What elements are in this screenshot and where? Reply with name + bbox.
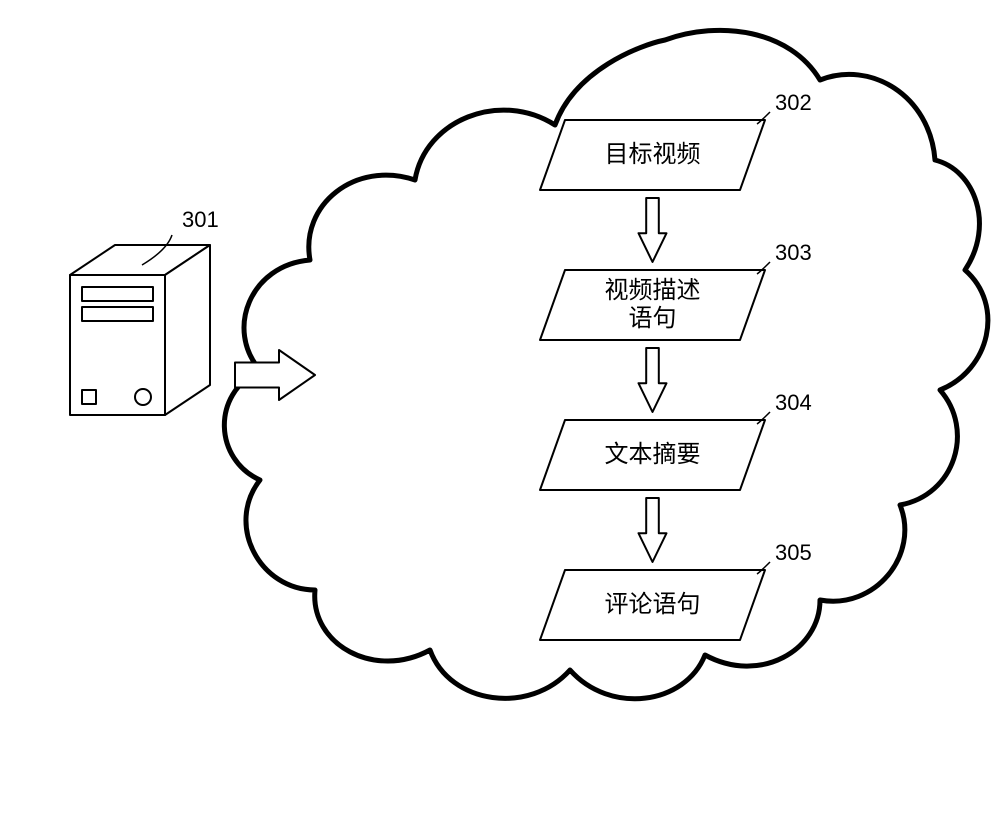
ref-305: 305	[775, 540, 812, 566]
diagram-svg	[0, 0, 1000, 832]
flow-node-n2	[540, 270, 765, 340]
flow-node-n3	[540, 420, 765, 490]
flow-arrow-2	[639, 498, 667, 562]
server-icon	[70, 245, 210, 415]
ref-301: 301	[182, 207, 219, 233]
flow-node-n4	[540, 570, 765, 640]
big-arrow	[235, 350, 315, 400]
ref-302: 302	[775, 90, 812, 116]
ref-303: 303	[775, 240, 812, 266]
flow-arrow-0	[639, 198, 667, 262]
ref-304: 304	[775, 390, 812, 416]
diagram-stage: 301目标视频302视频描述语句303文本摘要304评论语句305	[0, 0, 1000, 832]
flow-node-n1	[540, 120, 765, 190]
flow-arrow-1	[639, 348, 667, 412]
